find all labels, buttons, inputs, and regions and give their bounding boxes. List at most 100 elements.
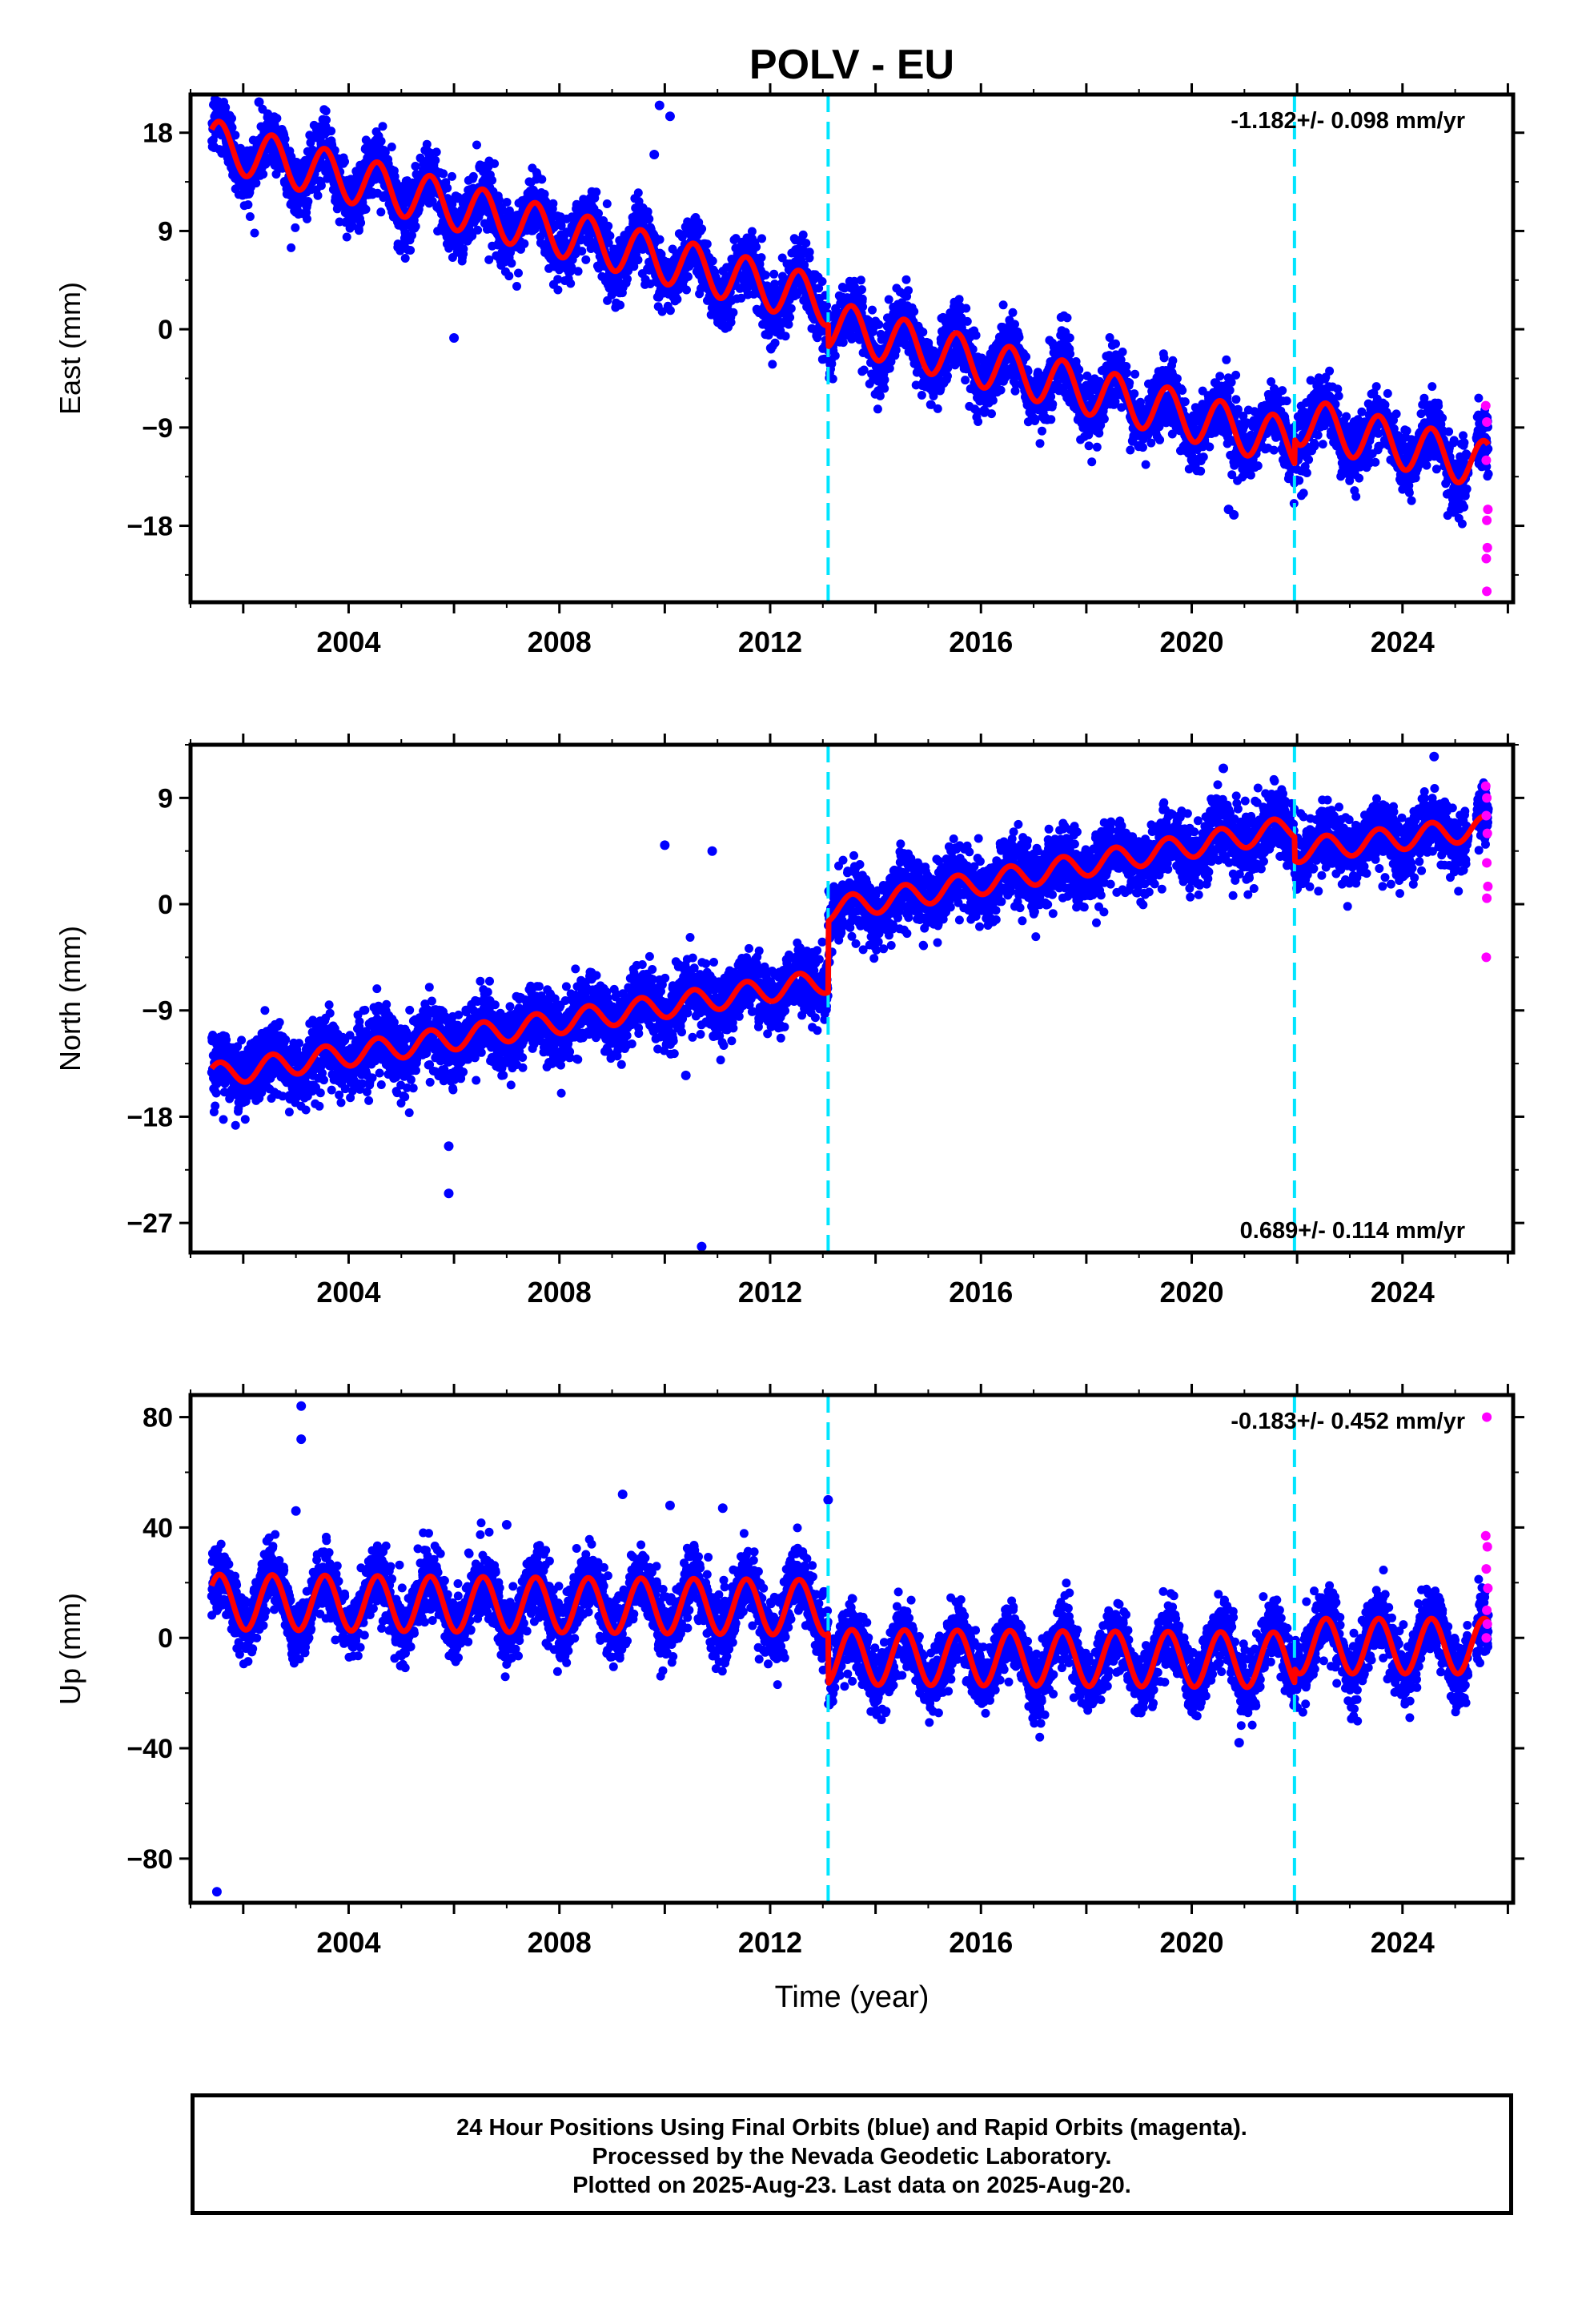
- east-ytick-label-3: 9: [158, 216, 173, 247]
- north-ytick-label-4: 9: [158, 783, 173, 814]
- east-rapid-point-5: [1482, 542, 1492, 553]
- east-rapid-point-2: [1481, 455, 1492, 465]
- east-rapid-point-1: [1482, 417, 1492, 428]
- up-outlier-point-4: [501, 1519, 512, 1530]
- up-xtick-label-0: 2004: [316, 1926, 380, 1959]
- east-outlier-point-3: [665, 111, 675, 122]
- north-ytick-label-1: −18: [126, 1102, 173, 1132]
- up-rapid-point-4: [1483, 1583, 1493, 1594]
- up-outlier-point-7: [717, 1503, 728, 1514]
- east-rate-annotation: -1.182+/- 0.098 mm/yr: [1231, 108, 1465, 134]
- footer-line-2: Processed by the Nevada Geodetic Laborat…: [592, 2144, 1112, 2169]
- north-outlier-point-3: [707, 846, 717, 856]
- up-outlier-point-3: [211, 1887, 222, 1897]
- north-outlier-point-0: [444, 1141, 454, 1152]
- up-outlier-point-2: [291, 1506, 301, 1516]
- up-outlier-point-9: [1234, 1738, 1244, 1748]
- east-outlier-point-0: [254, 97, 264, 107]
- up-xtick-label-4: 2020: [1159, 1926, 1223, 1959]
- north-ytick-label-2: −9: [142, 996, 173, 1027]
- north-outlier-point-6: [1429, 751, 1439, 762]
- north-outlier-point-4: [697, 1241, 707, 1252]
- north-rapid-point-0: [1480, 781, 1491, 791]
- east-plot-frame: [188, 92, 1516, 605]
- north-model-line: [209, 813, 1491, 1085]
- chart-title: POLV - EU: [749, 42, 954, 88]
- north-rapid-point-3: [1482, 828, 1492, 838]
- north-rapid-point-7: [1481, 952, 1492, 963]
- footer-line-1: 24 Hour Positions Using Final Orbits (bl…: [456, 2115, 1247, 2141]
- up-outlier-point-6: [665, 1500, 675, 1510]
- up-outlier-point-1: [296, 1434, 307, 1445]
- north-xtick-label-3: 2016: [949, 1276, 1013, 1309]
- up-ytick-label-1: −40: [126, 1734, 173, 1764]
- up-ytick-label-2: 0: [158, 1623, 173, 1654]
- north-outlier-point-7: [1219, 763, 1229, 774]
- east-rapid-point-6: [1481, 553, 1492, 564]
- up-rapid-point-5: [1482, 1605, 1492, 1615]
- footer-line-3: Plotted on 2025-Aug-23. Last data on 202…: [572, 2173, 1131, 2198]
- up-plot-frame: [188, 1393, 1516, 1905]
- up-rapid-point-0: [1482, 1412, 1492, 1422]
- up-rapid-point-6: [1482, 1618, 1492, 1629]
- east-xtick-label-1: 2008: [528, 625, 592, 658]
- north-rapid-point-1: [1482, 793, 1492, 803]
- up-xtick-label-5: 2024: [1371, 1926, 1435, 1959]
- east-xtick-label-0: 2004: [316, 625, 380, 658]
- up-outlier-point-5: [617, 1490, 628, 1500]
- east-rapid-point-3: [1483, 505, 1493, 515]
- east-ytick-label-2: 0: [158, 315, 173, 345]
- east-rapid-point-0: [1480, 400, 1491, 411]
- north-xtick-label-2: 2012: [738, 1276, 802, 1309]
- north-rate-annotation: 0.689+/- 0.114 mm/yr: [1240, 1218, 1465, 1244]
- north-outlier-point-5: [681, 1070, 691, 1080]
- up-ytick-label-4: 80: [143, 1403, 173, 1433]
- north-rapid-point-5: [1483, 881, 1493, 891]
- north-xtick-label-5: 2024: [1371, 1276, 1435, 1309]
- east-xtick-label-2: 2012: [738, 625, 802, 658]
- east-xtick-label-4: 2020: [1159, 625, 1223, 658]
- up-ytick-label-0: −80: [126, 1844, 173, 1875]
- north-outlier-point-1: [444, 1188, 454, 1199]
- east-outlier-point-5: [776, 329, 786, 340]
- up-ylabel: Up (mm): [54, 1593, 86, 1705]
- up-model-line: [209, 1571, 1491, 1691]
- up-xtick-label-2: 2012: [738, 1926, 802, 1959]
- north-xtick-label-0: 2004: [316, 1276, 380, 1309]
- east-outlier-point-4: [649, 149, 660, 159]
- footer-note-box: 24 Hour Positions Using Final Orbits (bl…: [191, 2093, 1513, 2215]
- east-final-orbit-points: [207, 94, 1493, 529]
- north-ytick-label-0: −27: [126, 1208, 173, 1239]
- east-outlier-point-7: [1229, 509, 1239, 520]
- up-rate-annotation: -0.183+/- 0.452 mm/yr: [1231, 1409, 1465, 1434]
- east-outlier-point-1: [449, 333, 460, 344]
- east-ytick-label-1: −9: [142, 413, 173, 444]
- north-xtick-label-4: 2020: [1159, 1276, 1223, 1309]
- up-rapid-point-3: [1481, 1564, 1492, 1574]
- east-model-line: [209, 119, 1491, 486]
- east-rapid-point-7: [1482, 586, 1492, 597]
- up-outlier-point-0: [296, 1401, 307, 1411]
- up-ytick-label-3: 40: [143, 1513, 173, 1543]
- north-final-orbit-points: [207, 774, 1493, 1130]
- east-rapid-point-4: [1482, 515, 1492, 525]
- north-rapid-point-4: [1482, 858, 1492, 868]
- north-xtick-label-1: 2008: [528, 1276, 592, 1309]
- east-xtick-label-3: 2016: [949, 625, 1013, 658]
- up-xtick-label-1: 2008: [528, 1926, 592, 1959]
- up-rapid-point-2: [1482, 1542, 1492, 1552]
- east-xtick-label-5: 2024: [1371, 625, 1435, 658]
- north-rapid-point-6: [1482, 893, 1492, 903]
- north-ytick-label-3: 0: [158, 890, 173, 920]
- up-rapid-point-1: [1480, 1530, 1491, 1541]
- north-ylabel: North (mm): [54, 926, 86, 1072]
- x-axis-label: Time (year): [775, 1980, 930, 2014]
- east-outlier-point-2: [654, 100, 665, 111]
- east-ytick-label-4: 18: [143, 119, 173, 149]
- north-outlier-point-2: [660, 840, 670, 850]
- north-plot-frame: [188, 742, 1516, 1255]
- up-outlier-point-8: [823, 1494, 833, 1505]
- up-rapid-point-7: [1481, 1633, 1492, 1643]
- up-xtick-label-3: 2016: [949, 1926, 1013, 1959]
- north-rapid-point-2: [1481, 810, 1492, 821]
